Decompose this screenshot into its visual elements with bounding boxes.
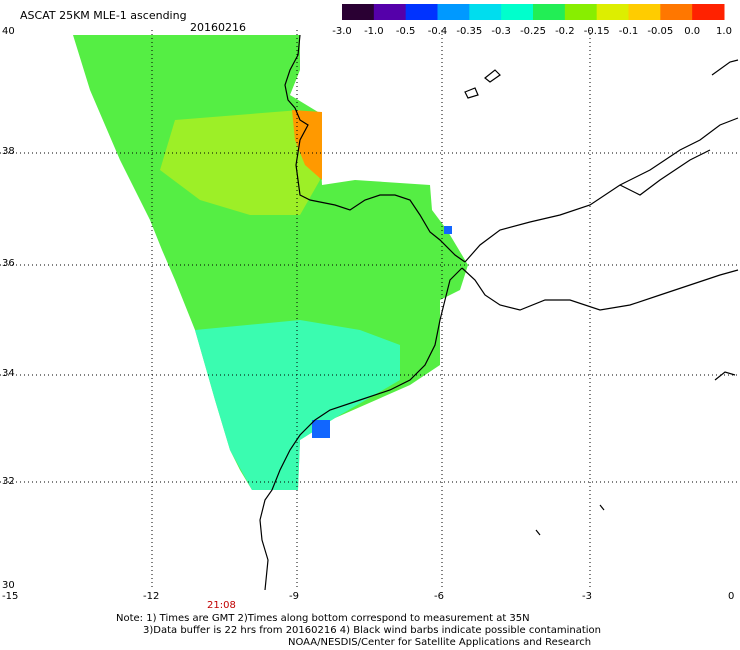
colorbar-swatch [628,4,661,20]
colorbar: -3.0 -1.0 -0.5 -0.4 -0.35 -0.3 -0.25 -0.2 -0.15-… [332,4,732,37]
lon-label--12: -12 [143,591,160,602]
colorbar-label: -0.15 [584,26,610,37]
lat-label-38: 38 [2,146,15,157]
lon-label--15: -15 [2,591,19,602]
colorbar-label: -0.1 [619,26,639,37]
colorbar-label: 0.0 [684,26,700,37]
colorbar-swatch [501,4,534,20]
lat-label-30: 30 [2,580,15,591]
data-swath-orange [292,110,322,180]
colorbar-swatch [533,4,566,20]
colorbar-label: -0.2 [555,26,575,37]
data-swath-warm [160,110,320,215]
map-title: ASCAT 25KM MLE-1 ascending [20,9,187,22]
data-swath-cyan [195,320,400,490]
colorbar-label: -3.0 [332,26,352,37]
colorbar-swatch [437,4,470,20]
colorbar-swatch [405,4,438,20]
colorbar-swatch [342,4,375,20]
colorbar-label: -0.05 [647,26,673,37]
time-label: 21:08 [207,600,236,611]
coastline [259,34,739,591]
lon-label-0: 0 [728,591,735,602]
note-line-2: 3)Data buffer is 22 hrs from 20160216 4)… [143,625,601,636]
lon-label--6: -6 [434,591,444,602]
colorbar-label: -0.5 [396,26,416,37]
map-date: 20160216 [190,21,246,34]
colorbar-swatch [469,4,502,20]
colorbar-label: -0.35 [456,26,482,37]
colorbar-label: -0.25 [520,26,546,37]
data-spot-blue [312,420,330,438]
lat-label-34: 34 [2,368,15,379]
colorbar-label: 1.0 [716,26,732,37]
colorbar-swatch [373,4,407,20]
note-line-3: NOAA/NESDIS/Center for Satellite Applica… [288,637,592,648]
lat-label-32: 32 [2,476,15,487]
lat-label-40: 40 [2,26,15,37]
colorbar-swatch [692,4,725,20]
colorbar-swatch [660,4,693,20]
lat-label-36: 36 [2,258,15,269]
lon-label--9: -9 [289,591,299,602]
colorbar-swatch [596,4,629,20]
note-line-1: Note: 1) Times are GMT 2)Times along bot… [116,613,530,624]
colorbar-label: -0.3 [491,26,511,37]
colorbar-label: -1.0 [364,26,384,37]
colorbar-label: -0.4 [428,26,448,37]
colorbar-swatch [564,4,598,20]
data-spot-blue [444,226,452,234]
lon-label--3: -3 [582,591,592,602]
